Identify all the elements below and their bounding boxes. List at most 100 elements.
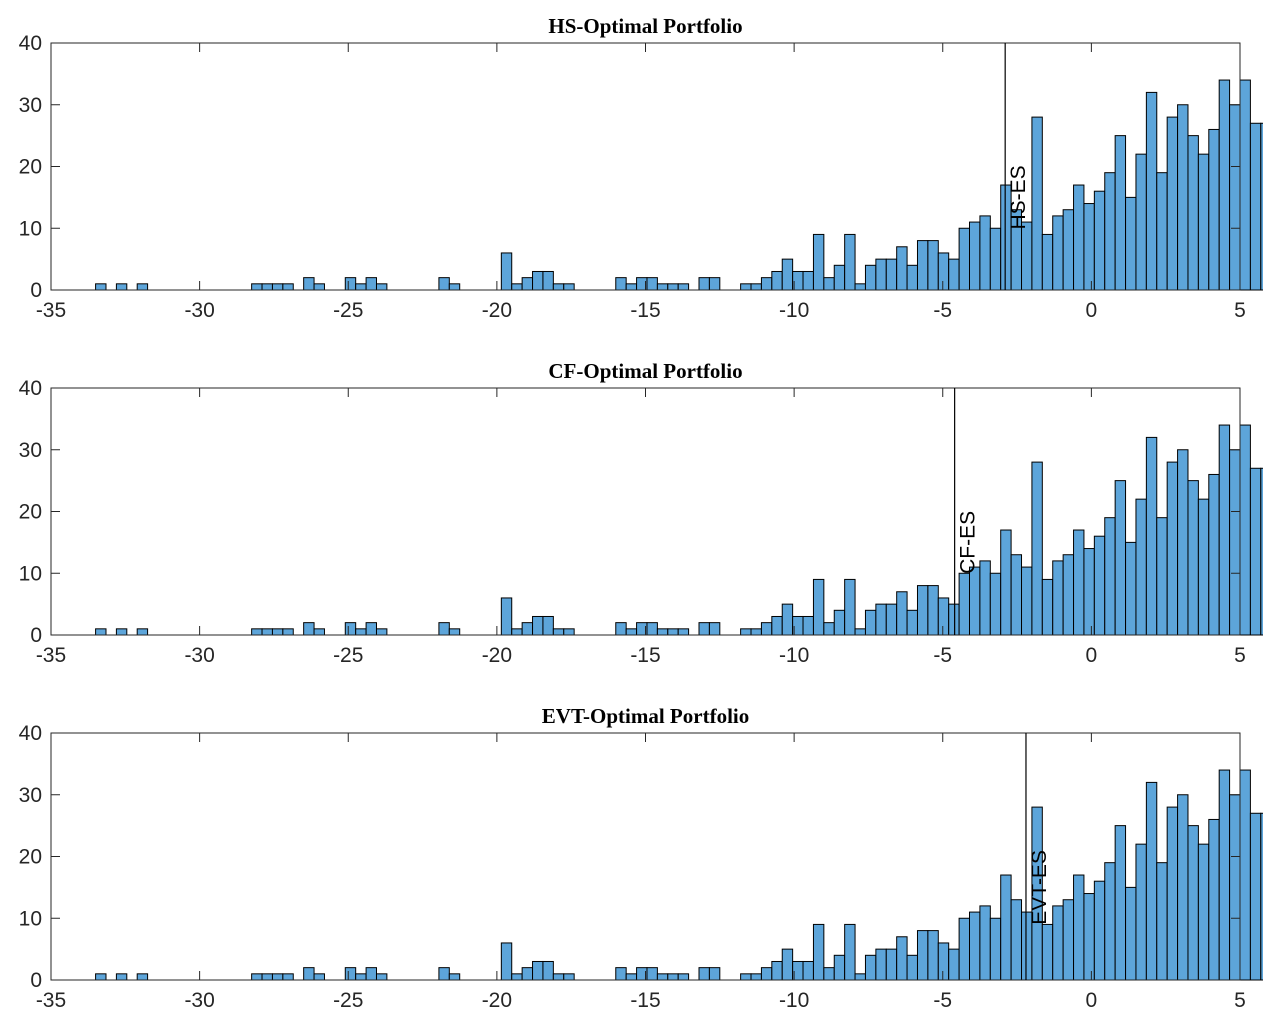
histogram-bar (750, 283, 762, 291)
histogram-bar (500, 252, 513, 291)
histogram-bar (251, 628, 263, 636)
histogram-bar (1166, 116, 1179, 291)
x-tick-label: 5 (1234, 644, 1246, 667)
histogram-bar (1135, 153, 1147, 291)
histogram-bar (552, 283, 565, 291)
histogram-bar (864, 264, 877, 291)
histogram-bar (802, 270, 814, 291)
histogram-bar (979, 905, 991, 981)
histogram-bar (115, 973, 128, 981)
histogram-bar (1187, 480, 1199, 636)
histogram-bar (802, 615, 814, 636)
histogram-bar (885, 258, 898, 291)
histogram-bar (313, 283, 325, 291)
histogram-bar (1135, 498, 1147, 636)
histogram-bar (271, 628, 284, 636)
panel-title: EVT-Optimal Portfolio (542, 704, 749, 728)
histogram-bar (95, 283, 107, 291)
histogram-bar (885, 948, 898, 981)
histogram-bar (500, 597, 513, 636)
histogram-bar (511, 283, 523, 291)
histogram-bar (864, 609, 877, 636)
histogram-bar (115, 628, 128, 636)
histogram-bar (875, 948, 887, 981)
histogram-bar (251, 283, 263, 291)
histogram-bar (1114, 825, 1127, 981)
bars (95, 769, 1263, 981)
histogram-bar (375, 283, 388, 291)
histogram-bar (615, 622, 627, 636)
histogram-bar (896, 246, 908, 291)
histogram-bar (1208, 818, 1220, 981)
histogram-bar (667, 628, 679, 636)
histogram-bar (927, 930, 939, 981)
histogram-bar (1052, 560, 1064, 636)
histogram-bar (1166, 461, 1179, 636)
histogram-bar (1041, 923, 1054, 981)
x-tick-label: 0 (1086, 299, 1098, 322)
histogram-bar (896, 591, 908, 636)
x-tick-label: -30 (184, 989, 214, 1012)
x-tick-label: -5 (933, 644, 952, 667)
histogram-bar (1041, 233, 1054, 291)
histogram-bar (1010, 899, 1023, 981)
histogram-bar (979, 560, 991, 636)
histogram-bar (896, 936, 908, 981)
histogram-bar (521, 622, 534, 636)
histogram-bar (375, 628, 388, 636)
histogram-bar (875, 258, 887, 291)
histogram-bar (282, 283, 294, 291)
panel-title: HS-Optimal Portfolio (548, 14, 742, 38)
histogram-bar (1187, 135, 1199, 291)
histogram-bar (1187, 825, 1199, 981)
histogram-bar (563, 628, 575, 636)
histogram-bar (1260, 122, 1263, 291)
bars (95, 424, 1263, 636)
histogram-bar (303, 967, 315, 981)
histogram-bar (781, 603, 794, 636)
histogram-bar (1145, 436, 1158, 636)
histogram-bar (1073, 529, 1085, 636)
histogram-bar (1125, 541, 1137, 636)
histogram-bar (708, 622, 721, 636)
panel-title: CF-Optimal Portfolio (548, 359, 742, 383)
histogram-bar (854, 973, 866, 981)
y-tick-label: 10 (19, 907, 42, 930)
x-tick-label: -30 (184, 644, 214, 667)
histogram-bar (1260, 467, 1263, 636)
histogram-bar (1177, 794, 1189, 981)
histogram-bar (438, 967, 450, 981)
panel-3: EVT-Optimal Portfolio -35 -30 -25 -20 -15 -10 -… (19, 704, 1263, 1012)
histogram-bar (844, 923, 856, 981)
histogram-bar (1083, 893, 1095, 981)
histogram-bar (916, 585, 929, 636)
histogram-bar (1052, 905, 1064, 981)
histogram-bar (448, 628, 461, 636)
histogram-bar (812, 578, 825, 636)
histogram-bar (303, 277, 315, 291)
histogram-bar (521, 967, 534, 981)
histogram-bar (656, 283, 669, 291)
histogram-bar (1135, 843, 1147, 981)
histogram-bar (136, 283, 149, 291)
histogram-bar (812, 923, 825, 981)
histogram-bar (979, 215, 991, 291)
bars (95, 79, 1263, 291)
x-tick-label: -25 (333, 299, 363, 322)
histogram-bar (916, 240, 929, 291)
panel-1: HS-Optimal Portfolio -35 -30 -25 -20 -15 -10 -5… (19, 14, 1263, 322)
histogram-bar (511, 628, 523, 636)
histogram-bar (677, 628, 690, 636)
x-tick-label: -35 (36, 644, 66, 667)
histogram-bar (438, 277, 450, 291)
histogram-bar (802, 960, 814, 981)
histogram-bar (375, 973, 388, 981)
histogram-bar (740, 628, 752, 636)
y-tick-label: 20 (19, 156, 42, 179)
histogram-bar (448, 973, 461, 981)
histogram-bar (1114, 135, 1127, 291)
panel-2: CF-Optimal Portfolio -35 -30 -25 -20 -15 -10 -5… (19, 359, 1263, 667)
histogram-bar (511, 973, 523, 981)
